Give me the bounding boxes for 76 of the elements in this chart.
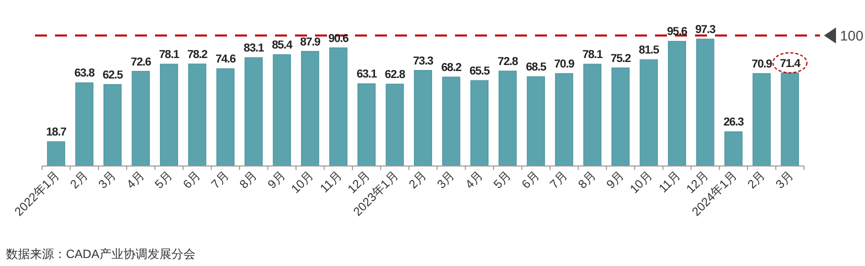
bar bbox=[583, 64, 602, 166]
data-label: 71.4 bbox=[780, 58, 802, 70]
data-label: 87.9 bbox=[300, 36, 320, 48]
bar bbox=[668, 40, 686, 166]
data-label: 68.2 bbox=[441, 62, 462, 74]
ref-line-label: 100 bbox=[840, 27, 864, 44]
bar bbox=[301, 50, 320, 166]
bar bbox=[640, 59, 658, 166]
data-label: 78.1 bbox=[582, 49, 604, 62]
data-label: 78.1 bbox=[159, 49, 180, 62]
x-tick-label: 9月 bbox=[264, 168, 288, 192]
x-tick-label: 6月 bbox=[518, 168, 542, 192]
x-tick-label: 7月 bbox=[547, 168, 570, 192]
source-note: 数据来源：CADA产业协调发展分会 bbox=[6, 247, 196, 261]
bar bbox=[555, 73, 574, 166]
bar bbox=[612, 68, 630, 166]
data-label: 68.5 bbox=[526, 62, 548, 74]
x-tick-label: 9月 bbox=[604, 168, 627, 192]
data-label: 62.8 bbox=[384, 69, 406, 82]
x-tick-label: 11月 bbox=[317, 168, 344, 196]
bar bbox=[414, 70, 432, 166]
data-label: 65.5 bbox=[469, 66, 491, 78]
data-label: 74.6 bbox=[215, 54, 236, 66]
x-tick-label: 7月 bbox=[208, 168, 232, 192]
data-label: 72.8 bbox=[498, 56, 519, 68]
bar bbox=[358, 83, 376, 166]
bar bbox=[498, 70, 517, 166]
x-tick-label: 3月 bbox=[434, 168, 458, 192]
bar bbox=[244, 57, 263, 166]
x-tick-label: 2月 bbox=[406, 168, 430, 192]
bar bbox=[216, 68, 234, 166]
data-label: 78.2 bbox=[187, 48, 208, 61]
bar bbox=[386, 84, 404, 166]
data-label: 97.3 bbox=[695, 24, 716, 36]
data-label: 63.8 bbox=[74, 68, 96, 80]
data-label: 26.3 bbox=[723, 116, 744, 129]
bar bbox=[696, 38, 714, 166]
data-label: 70.9 bbox=[752, 58, 772, 70]
data-label: 63.1 bbox=[356, 68, 378, 81]
x-tick-label: 5月 bbox=[152, 168, 176, 192]
x-tick-label: 10月 bbox=[288, 168, 316, 196]
data-label: 72.6 bbox=[130, 56, 151, 68]
data-label: 85.4 bbox=[272, 40, 294, 52]
x-tick-label: 10月 bbox=[627, 168, 655, 196]
bar bbox=[780, 72, 799, 166]
bar bbox=[724, 131, 742, 166]
bar bbox=[272, 54, 291, 166]
data-label: 62.5 bbox=[102, 69, 124, 82]
bar bbox=[470, 80, 488, 166]
bar bbox=[104, 84, 122, 166]
bar bbox=[75, 82, 94, 166]
x-tick-label: 3月 bbox=[772, 168, 796, 192]
data-label: 75.2 bbox=[610, 52, 631, 65]
data-label: 73.3 bbox=[413, 55, 434, 68]
x-tick-label: 6月 bbox=[180, 168, 204, 192]
data-label: 18.7 bbox=[46, 126, 66, 139]
data-label: 83.1 bbox=[244, 42, 265, 55]
x-tick-label: 2月 bbox=[67, 168, 90, 192]
data-label: 81.5 bbox=[638, 44, 660, 57]
x-tick-label: 4月 bbox=[462, 168, 486, 192]
x-tick-label: 8月 bbox=[236, 168, 260, 192]
data-label: 70.9 bbox=[554, 58, 574, 70]
bar bbox=[160, 64, 178, 166]
bar bbox=[132, 70, 150, 166]
bar bbox=[442, 76, 460, 166]
bar bbox=[188, 64, 206, 166]
bar bbox=[526, 76, 545, 166]
x-tick-label: 8月 bbox=[575, 168, 598, 192]
x-tick-label: 2月 bbox=[744, 168, 768, 192]
x-tick-label: 11月 bbox=[656, 168, 684, 196]
x-tick-label: 5月 bbox=[490, 168, 514, 192]
bar bbox=[329, 47, 348, 166]
x-tick-label: 4月 bbox=[124, 168, 147, 192]
bar bbox=[47, 141, 66, 166]
x-tick-label: 3月 bbox=[96, 168, 119, 192]
bar bbox=[752, 73, 771, 166]
